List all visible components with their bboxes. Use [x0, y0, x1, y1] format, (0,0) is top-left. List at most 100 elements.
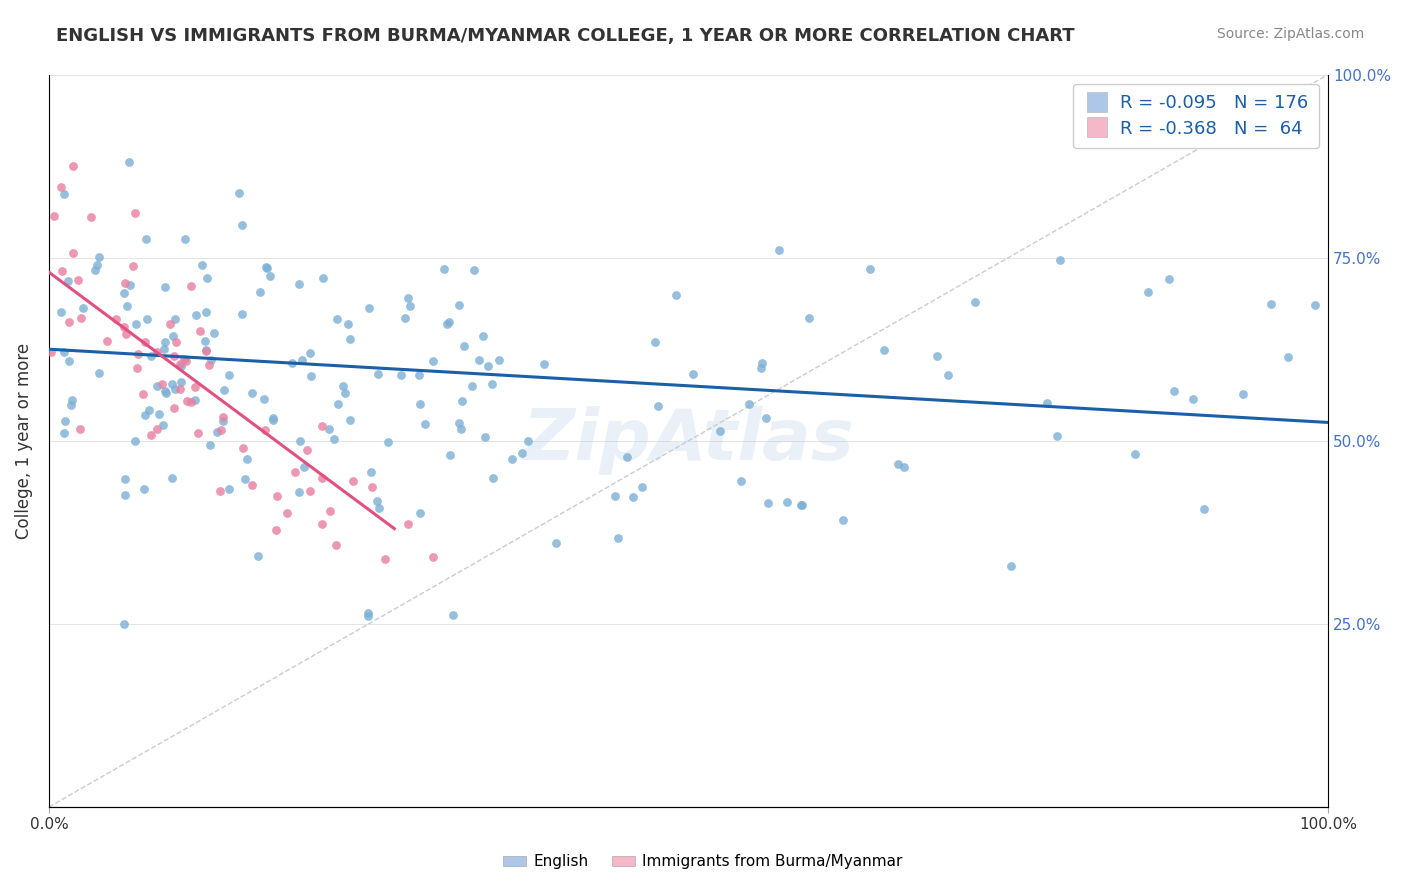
Point [797, 311, 820, 326]
Point [751, 356, 773, 370]
Point [730, 474, 752, 488]
Point [389, 368, 412, 382]
Point [233, 472, 256, 486]
Point [436, 317, 458, 331]
Point [170, 359, 193, 374]
Point [284, 465, 307, 479]
Point [218, 368, 240, 382]
Point [174, 354, 197, 368]
Point [1000, 559, 1022, 574]
Point [253, 423, 276, 437]
Point [72, 301, 94, 316]
Text: ZipAtlas: ZipAtlas [523, 406, 855, 475]
Point [422, 353, 444, 368]
Point [173, 352, 195, 367]
Point [367, 367, 389, 381]
Point [70, 311, 93, 326]
Point [366, 494, 388, 508]
Point [231, 218, 253, 232]
Point [127, 347, 149, 361]
Point [163, 312, 186, 326]
Point [644, 334, 666, 349]
Point [62, 159, 84, 173]
Point [1049, 252, 1071, 267]
Point [259, 269, 281, 284]
Point [749, 360, 772, 375]
Point [374, 551, 396, 566]
Text: ENGLISH VS IMMIGRANTS FROM BURMA/MYANMAR COLLEGE, 1 YEAR OR MORE CORRELATION CHA: ENGLISH VS IMMIGRANTS FROM BURMA/MYANMAR… [56, 27, 1074, 45]
Point [195, 343, 218, 358]
Point [422, 550, 444, 565]
Point [112, 286, 135, 301]
Point [339, 332, 361, 346]
Point [118, 277, 141, 292]
Point [453, 338, 475, 352]
Point [887, 457, 910, 471]
Point [180, 394, 202, 409]
Point [360, 465, 382, 479]
Point [893, 459, 915, 474]
Point [295, 443, 318, 458]
Legend: English, Immigrants from Burma/Myanmar: English, Immigrants from Burma/Myanmar [498, 848, 908, 875]
Point [105, 312, 128, 326]
Point [377, 434, 399, 449]
Point [155, 279, 177, 293]
Point [134, 482, 156, 496]
Point [533, 358, 555, 372]
Point [664, 288, 686, 302]
Point [150, 376, 173, 391]
Point [159, 318, 181, 332]
Point [112, 617, 135, 632]
Point [266, 489, 288, 503]
Point [125, 361, 148, 376]
Point [396, 291, 419, 305]
Point [39, 345, 62, 359]
Point [207, 425, 229, 440]
Point [121, 259, 143, 273]
Point [200, 438, 222, 452]
Point [53, 186, 76, 201]
Point [49, 304, 72, 318]
Point [477, 359, 499, 373]
Point [451, 394, 474, 409]
Point [647, 399, 669, 413]
Point [170, 375, 193, 389]
Point [755, 410, 778, 425]
Point [169, 383, 191, 397]
Point [138, 402, 160, 417]
Point [67, 273, 90, 287]
Point [132, 387, 155, 401]
Point [325, 537, 347, 551]
Point [342, 474, 364, 488]
Point [51, 264, 73, 278]
Point [195, 271, 218, 285]
Point [287, 484, 309, 499]
Point [936, 368, 959, 382]
Point [328, 397, 350, 411]
Point [163, 401, 186, 415]
Point [394, 311, 416, 326]
Point [443, 608, 465, 623]
Point [607, 531, 630, 545]
Point [413, 417, 436, 431]
Point [447, 416, 470, 430]
Point [768, 244, 790, 258]
Point [69, 422, 91, 436]
Point [323, 432, 346, 446]
Point [254, 260, 277, 274]
Point [208, 484, 231, 499]
Point [339, 413, 361, 427]
Point [544, 536, 567, 550]
Point [1181, 392, 1204, 406]
Point [1163, 384, 1185, 399]
Point [53, 414, 76, 428]
Point [290, 434, 312, 449]
Point [510, 446, 533, 460]
Point [155, 385, 177, 400]
Point [357, 301, 380, 315]
Point [399, 299, 422, 313]
Point [232, 441, 254, 455]
Point [463, 262, 485, 277]
Point [160, 471, 183, 485]
Point [631, 480, 654, 494]
